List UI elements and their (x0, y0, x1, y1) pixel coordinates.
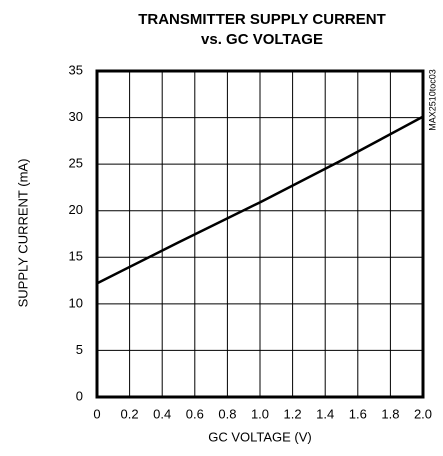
y-tick-label: 30 (69, 109, 83, 124)
x-tick-label: 1.0 (251, 406, 269, 421)
x-tick-label: 0.4 (153, 406, 171, 421)
x-axis-label: GC VOLTAGE (V) (208, 429, 312, 444)
chart-title: vs. GC VOLTAGE (201, 31, 323, 48)
data-line (96, 115, 424, 285)
x-tick-label: 1.2 (284, 406, 302, 421)
x-tick-label: 0 (93, 406, 100, 421)
y-tick-label: 15 (69, 249, 83, 264)
chart-title: TRANSMITTER SUPPLY CURRENT (138, 11, 386, 28)
y-tick-label: 20 (69, 202, 83, 217)
y-tick-label: 25 (69, 156, 83, 171)
y-axis-label: SUPPLY CURRENT (mA) (15, 159, 30, 308)
x-tick-label: 1.4 (316, 406, 334, 421)
x-tick-label: 1.8 (381, 406, 399, 421)
x-tick-label: 2.0 (414, 406, 432, 421)
y-tick-label: 10 (69, 295, 83, 310)
x-tick-label: 0.6 (186, 406, 204, 421)
x-tick-label: 1.6 (349, 406, 367, 421)
plot-frame (95, 69, 425, 399)
x-tick-label: 0.2 (121, 406, 139, 421)
x-tick-label: 0.8 (218, 406, 236, 421)
y-tick-label: 35 (69, 62, 83, 77)
y-tick-label: 5 (76, 342, 83, 357)
annotation: MAX2510toc03 (427, 69, 437, 131)
y-tick-label: 0 (76, 388, 83, 403)
